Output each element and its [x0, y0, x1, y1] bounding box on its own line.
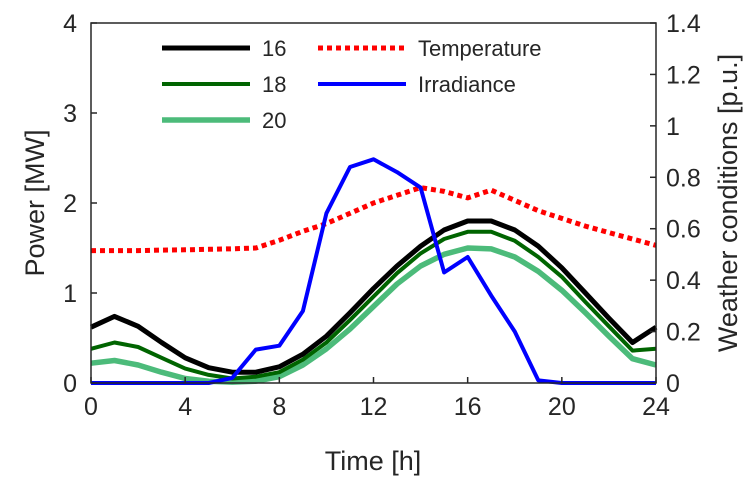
legend: 16 18 20 Temperature Irradiance — [162, 36, 542, 133]
y-axis-left-label: Power [MW] — [20, 129, 50, 276]
y-right-tick-label: 1 — [666, 113, 680, 141]
x-tick-label: 12 — [360, 393, 388, 421]
series-line-18 — [90, 229, 657, 381]
x-tick-label: 4 — [178, 393, 192, 421]
legend-label-16: 16 — [262, 36, 286, 61]
x-axis-label: Time [h] — [325, 446, 422, 476]
y-right-tick-label: 0.6 — [666, 216, 701, 244]
series-line-16 — [89, 218, 658, 375]
legend-label-20: 20 — [262, 108, 286, 133]
x-tick-label: 8 — [272, 393, 286, 421]
y-left-tick-label: 2 — [63, 190, 77, 218]
x-tick-label: 20 — [548, 393, 576, 421]
x-tick-label: 24 — [642, 393, 670, 421]
legend-label-temperature: Temperature — [418, 36, 542, 61]
series-line-20 — [90, 245, 657, 385]
y-right-tick-label: 1.4 — [666, 10, 701, 38]
legend-label-18: 18 — [262, 72, 286, 97]
x-tick-label: 0 — [84, 393, 98, 421]
series-line-temperature — [91, 185, 657, 254]
y-right-tick-label: 0.8 — [666, 164, 701, 192]
y-right-tick-label: 0.4 — [666, 267, 701, 295]
x-tick-label: 16 — [454, 393, 482, 421]
y-right-tick-label: 1.2 — [666, 61, 701, 89]
y-left-tick-label: 3 — [63, 100, 77, 128]
series-layer — [89, 157, 658, 385]
y-left-tick-label: 4 — [63, 10, 77, 38]
y-left-tick-label: 1 — [63, 280, 77, 308]
y-right-tick-label: 0 — [666, 370, 680, 398]
y-right-tick-label: 0.2 — [666, 319, 701, 347]
y-left-tick-label: 0 — [63, 370, 77, 398]
legend-label-irradiance: Irradiance — [418, 72, 516, 97]
y-axis-right-label: Weather conditions [p.u.] — [713, 54, 743, 352]
